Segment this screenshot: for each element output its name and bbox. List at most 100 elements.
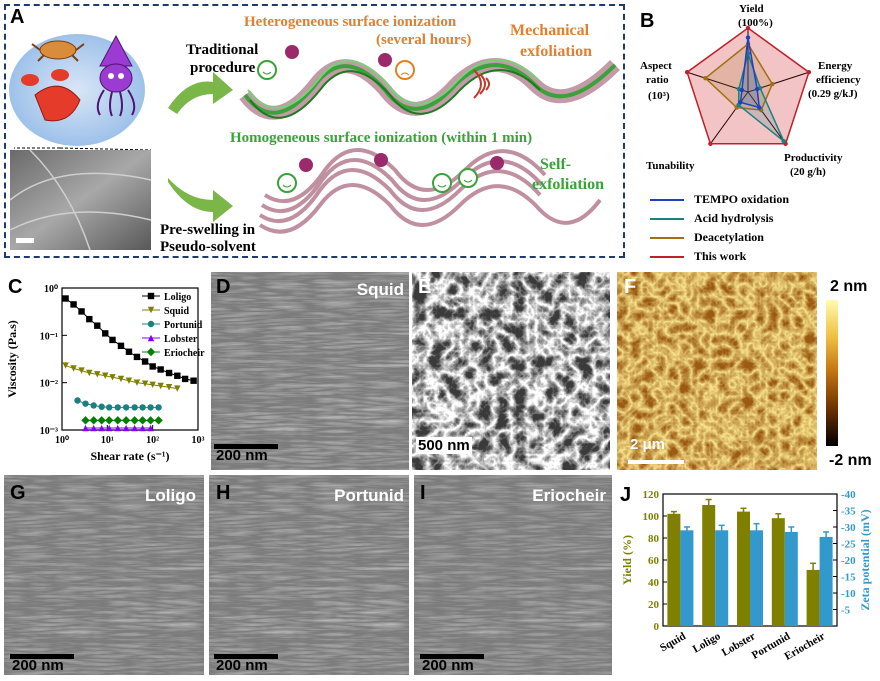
category-label: Eriocheir (782, 630, 827, 663)
data-point-squid (141, 380, 149, 387)
data-point-eriocheir (105, 416, 114, 425)
yield-zeta-chart: 0 20 40 60 80 100 120 -5 -10 -15 -20 -25 -30 -35 -40 Yi… (620, 489, 872, 663)
x-tick-label: 10⁰ (55, 435, 69, 446)
scalebar-d (214, 444, 278, 449)
bar-zeta (819, 536, 833, 626)
data-point-loligo (102, 330, 109, 337)
radar-series-this-work (686, 27, 810, 145)
smiley-icon-2 (277, 173, 297, 193)
crab-icon (31, 40, 85, 62)
arrow-preswelling-icon (168, 178, 233, 222)
homogeneous-label: Homogeneous surface ionization (within 1… (230, 130, 533, 146)
radar-point (745, 25, 751, 31)
y-tick-label: 20 (648, 599, 660, 611)
y-tick-label: 10⁻² (40, 379, 58, 390)
traditional-label: Traditional (186, 42, 259, 58)
colorbar-max: 2 nm (830, 278, 868, 295)
data-point-loligo (109, 336, 116, 344)
data-point-lobster (122, 424, 130, 432)
x-tick-label: 10¹ (101, 435, 114, 446)
data-point-portunid (155, 404, 162, 411)
panel-c-label: C (8, 276, 23, 298)
y-tick-label: 60 (648, 555, 660, 567)
legend-label: Loligo (164, 292, 191, 303)
smiley-icon-1 (257, 60, 277, 80)
y-tick-label: 10⁰ (44, 284, 58, 295)
y2-tick-label: -40 (841, 489, 856, 501)
y2-tick-label: -30 (841, 522, 856, 534)
data-point-loligo (141, 358, 149, 365)
bar-zeta (784, 531, 798, 626)
self-label: Self- (540, 156, 572, 173)
scalebar-g-label: 200 nm (12, 657, 64, 674)
scalebar-i (420, 654, 484, 659)
data-point-squid (157, 382, 164, 390)
data-point-loligo (62, 295, 69, 302)
radar-axis-aspect: Aspect (640, 60, 672, 72)
data-point-squid (117, 375, 125, 383)
data-point-portunid (131, 404, 138, 411)
radar-point (684, 70, 690, 75)
legend-label: Squid (164, 306, 189, 317)
data-point-portunid (139, 404, 146, 411)
y2-tick-label: -35 (841, 506, 856, 518)
sem-inset (10, 150, 151, 250)
data-point-portunid (74, 397, 81, 404)
afm-image (617, 272, 817, 470)
legend-swatch-tempo (650, 198, 684, 201)
data-point-loligo (190, 377, 197, 384)
data-point-squid (102, 372, 109, 379)
data-point-loligo (86, 315, 93, 323)
squid-icon (96, 34, 136, 117)
category-label: Loligo (691, 630, 723, 656)
legend-marker (147, 320, 155, 328)
legend-tempo: TEMPO oxidation (694, 192, 790, 206)
tem-image-loligo (4, 475, 204, 675)
legend-label: Eriocheir (164, 348, 205, 359)
preswelling-label: Pre-swelling in (160, 222, 256, 238)
panel-i-label: I (420, 482, 426, 504)
data-point-eriocheir (154, 416, 163, 425)
smiley-icon-4 (458, 168, 478, 188)
y2-tick-label: -20 (841, 555, 856, 567)
radar-point (754, 86, 760, 92)
data-point-loligo (174, 372, 181, 379)
tag-portunid: Portunid (334, 486, 404, 505)
y2-tick-label: -5 (841, 605, 851, 617)
legend-marker (146, 347, 156, 357)
tag-eriocheir: Eriocheir (532, 486, 606, 505)
vibration-icon (473, 69, 490, 99)
radar-axis-yield-sub: (100%) (738, 17, 773, 29)
traditional-fiber-bundle (239, 58, 620, 120)
data-point-squid (125, 377, 133, 384)
legend-label: Lobster (164, 334, 198, 345)
data-point-lobster (98, 424, 105, 432)
panel-a-label: A (10, 6, 25, 28)
bar-zeta (750, 530, 763, 626)
bar-yield (737, 511, 750, 626)
data-point-portunid (106, 404, 113, 411)
data-point-loligo (94, 322, 101, 329)
several-hours-label: (several hours) (376, 32, 472, 48)
scalebar-h-label: 200 nm (216, 657, 268, 674)
self-exfoliation-fiber-bundle (258, 148, 602, 234)
y-tick-label: 80 (648, 533, 660, 545)
tag-squid: Squid (356, 280, 404, 299)
data-point-loligo (133, 353, 141, 361)
radar-point (781, 138, 786, 144)
y-tick-label: 120 (643, 489, 660, 501)
data-point-lobster (139, 424, 146, 432)
y2-tick-label: -15 (841, 572, 856, 584)
radar-axis-tunability: Tunability (646, 160, 695, 172)
legend-marker (147, 334, 155, 342)
viscosity-chart: 10⁰ 10⁰ 10¹ 10⁻¹ 10² 10⁻² 10³ 10⁻³ Shear rate (s… (5, 284, 205, 463)
panel-j-label: J (620, 484, 632, 506)
data-point-portunid (82, 400, 89, 407)
radar-axis-energy-sub2: (0.29 g/kJ) (808, 88, 858, 100)
exfoliation-label-bottom: exfoliation (532, 176, 604, 193)
legend-label: Portunid (164, 320, 203, 331)
data-point-squid (165, 384, 173, 391)
panel-a-illustration (9, 34, 620, 251)
data-point-squid (86, 369, 93, 377)
category-label: Squid (658, 630, 688, 654)
